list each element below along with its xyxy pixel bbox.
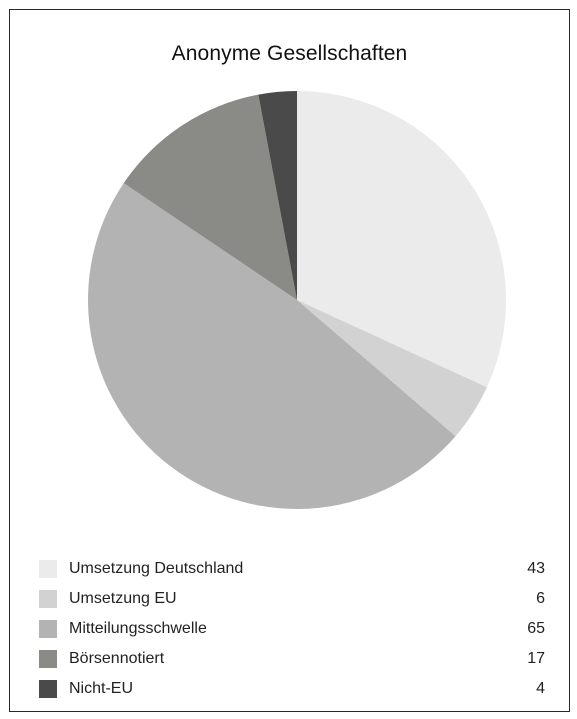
legend-item: Umsetzung Deutschland 43 <box>39 554 545 584</box>
legend-item: Nicht-EU 4 <box>39 674 545 704</box>
legend-label: Nicht-EU <box>69 680 134 697</box>
legend-value: 4 <box>536 680 545 697</box>
legend-swatch <box>39 680 57 698</box>
chart-title: Anonyme Gesellschaften <box>171 42 408 65</box>
pie-slice-nicht-eu <box>258 91 297 300</box>
legend-value: 17 <box>527 650 545 667</box>
legend-label: Mitteilungsschwelle <box>69 620 207 637</box>
legend-label: Umsetzung EU <box>69 590 177 607</box>
pie-slice-börsennotiert <box>123 94 298 300</box>
legend-value: 43 <box>527 560 545 577</box>
pie-slice-umsetzung-eu <box>297 300 487 437</box>
legend-swatch <box>39 560 57 578</box>
legend-item: Börsennotiert 17 <box>39 644 545 674</box>
pie-chart <box>88 91 506 509</box>
legend-value: 6 <box>536 590 545 607</box>
legend-swatch <box>39 650 57 668</box>
legend-swatch <box>39 620 57 638</box>
legend-label: Umsetzung Deutschland <box>69 560 244 577</box>
legend-item: Umsetzung EU 6 <box>39 584 545 614</box>
pie-slice-mitteilungsschwelle <box>88 183 456 509</box>
legend-value: 65 <box>527 620 545 637</box>
chart-frame: Anonyme Gesellschaften Umsetzung Deutsch… <box>9 9 570 712</box>
legend-swatch <box>39 590 57 608</box>
pie-slice-umsetzung-deutschland <box>297 91 506 388</box>
chart-legend: Umsetzung Deutschland 43 Umsetzung EU 6 Mitt… <box>39 554 545 704</box>
legend-label: Börsennotiert <box>69 650 165 667</box>
legend-item: Mitteilungsschwelle 65 <box>39 614 545 644</box>
